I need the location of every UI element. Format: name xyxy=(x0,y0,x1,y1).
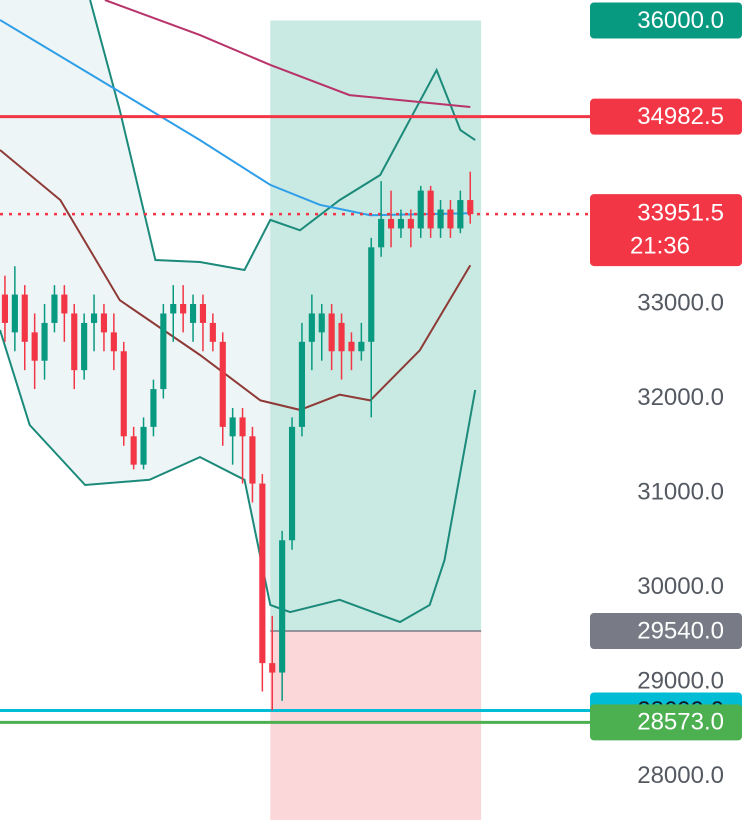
target-label-text: 36000.0 xyxy=(637,7,724,34)
y-tick-label: 31000.0 xyxy=(637,478,724,505)
candle-body xyxy=(209,322,216,342)
candle-body xyxy=(328,313,335,352)
candle-body xyxy=(130,436,137,465)
moving-average xyxy=(104,0,471,108)
y-tick-label: 33000.0 xyxy=(637,289,724,316)
candle-body xyxy=(249,436,256,484)
candle-body xyxy=(358,341,365,352)
plot-area xyxy=(0,0,590,724)
candle-body xyxy=(189,304,197,323)
candle-body xyxy=(71,313,78,371)
band-fill xyxy=(0,0,271,606)
candle-body xyxy=(338,322,345,352)
y-tick-label: 32000.0 xyxy=(637,384,724,411)
candle-body xyxy=(457,200,464,229)
candle-body xyxy=(120,351,127,437)
candle-body xyxy=(41,322,48,361)
candle-body xyxy=(417,190,424,229)
price-line-label-box xyxy=(590,98,742,135)
candle-body xyxy=(110,332,117,352)
candle-body xyxy=(298,341,306,427)
y-tick-label: 30000.0 xyxy=(637,573,724,600)
candle-body xyxy=(180,304,187,314)
candle-body xyxy=(81,322,88,371)
band-lower xyxy=(0,329,477,624)
candle-body xyxy=(259,483,266,664)
price-line-label-box xyxy=(590,704,742,741)
moving-average xyxy=(0,149,472,411)
y-tick-label: 29000.0 xyxy=(637,667,724,694)
candle-body xyxy=(170,304,177,314)
candle-body xyxy=(397,218,405,229)
background-layer xyxy=(0,0,482,820)
candle-body xyxy=(51,294,58,323)
candle-body xyxy=(387,218,395,229)
candle-body xyxy=(21,294,28,342)
candle-body xyxy=(239,417,246,437)
candle-body xyxy=(150,389,157,427)
candle-body xyxy=(160,313,167,390)
price-line-label-countdown: 21:36 xyxy=(630,232,690,259)
candle-body xyxy=(100,313,108,333)
candle-body xyxy=(407,218,414,229)
candle-body xyxy=(368,247,375,342)
candle-body xyxy=(90,313,98,323)
position-profit-zone xyxy=(270,20,482,631)
price-line-label-text: 34982.5 xyxy=(637,103,724,130)
candle-body xyxy=(1,294,9,323)
position-loss-zone xyxy=(270,630,482,820)
candle-body xyxy=(31,332,38,361)
target-label-box xyxy=(590,2,742,39)
candle-body xyxy=(378,218,385,248)
entry-label-box xyxy=(590,612,742,649)
price-axis: 28000.0 29000.0 30000.0 31000.0 32000.0 33000… xyxy=(590,2,742,789)
candle-body xyxy=(279,540,286,673)
candle-body xyxy=(219,341,226,427)
candle-body xyxy=(308,313,315,342)
candle-body xyxy=(269,663,276,673)
entry-label-text: 29540.0 xyxy=(637,617,724,644)
candle-body xyxy=(348,341,355,352)
candle-body xyxy=(199,304,207,323)
candle-body xyxy=(288,426,296,541)
y-tick-label: 28000.0 xyxy=(637,762,724,789)
candle-body xyxy=(61,294,68,314)
candle-body xyxy=(318,313,325,333)
candle-body xyxy=(11,294,18,333)
candle-body xyxy=(467,200,474,215)
candle-body xyxy=(427,190,434,229)
candle-body xyxy=(447,209,454,229)
candle-body xyxy=(140,426,147,465)
price-line-label-text: 33951.5 xyxy=(637,199,724,226)
candle-body xyxy=(437,209,444,229)
price-line-label-text: 28573.0 xyxy=(637,709,724,736)
band-upper xyxy=(89,0,476,272)
candle-body xyxy=(229,417,236,437)
price-line-label-box xyxy=(590,194,742,267)
